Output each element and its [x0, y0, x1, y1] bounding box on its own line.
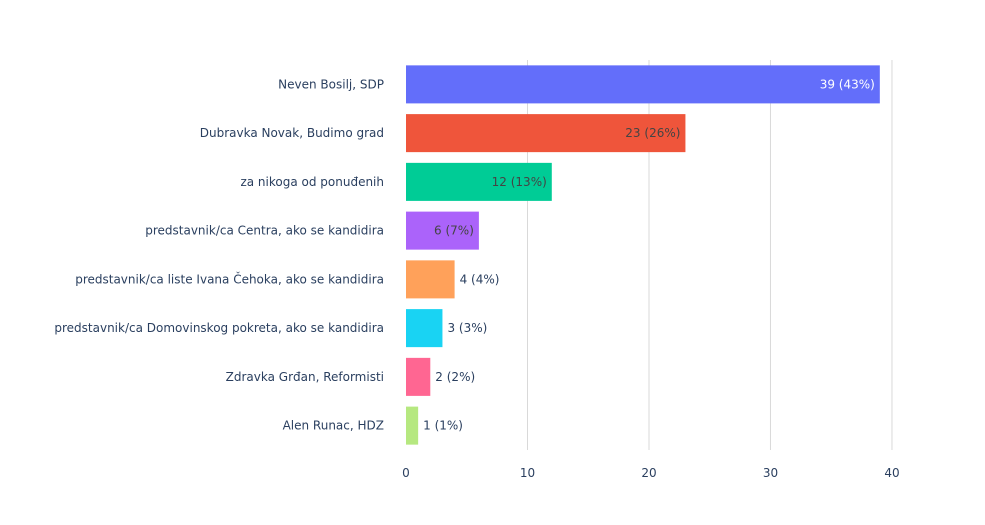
data-label: 12 (13%): [492, 175, 547, 189]
category-label: Zdravka Grđan, Reformisti: [226, 370, 384, 384]
data-label: 39 (43%): [820, 77, 875, 91]
data-label: 23 (26%): [625, 126, 680, 140]
data-label: 2 (2%): [435, 370, 475, 384]
category-label: Alen Runac, HDZ: [283, 419, 384, 433]
bar: [406, 309, 443, 348]
data-labels: 39 (43%) 23 (26%) 12 (13%) 6 (7%) 4 (4%) 3 (3…: [423, 77, 875, 432]
category-label: za nikoga od ponuđenih: [240, 175, 384, 189]
data-label: 3 (3%): [447, 321, 487, 335]
bar: [406, 162, 552, 201]
category-label: predstavnik/ca liste Ivana Čehoka, ako s…: [75, 271, 384, 286]
category-label: predstavnik/ca Domovinskog pokreta, ako …: [54, 321, 384, 335]
bar: [406, 357, 431, 396]
data-label: 6 (7%): [434, 224, 474, 238]
category-label: Dubravka Novak, Budimo grad: [200, 126, 384, 140]
category-label: Neven Bosilj, SDP: [278, 77, 384, 91]
bar: [406, 65, 880, 104]
x-tick-label: 40: [884, 466, 899, 480]
x-tick-label: 30: [763, 466, 778, 480]
x-tick-label: 10: [520, 466, 535, 480]
category-label: predstavnik/ca Centra, ako se kandidira: [145, 224, 384, 238]
x-axis-ticks: 0 10 20 30 40: [402, 466, 899, 480]
bars: [406, 65, 880, 445]
data-label: 1 (1%): [423, 419, 463, 433]
category-labels: Neven Bosilj, SDP Dubravka Novak, Budimo …: [54, 77, 384, 432]
x-tick-label: 0: [402, 466, 410, 480]
data-label: 4 (4%): [460, 272, 500, 286]
x-tick-label: 20: [641, 466, 656, 480]
bar: [406, 406, 419, 445]
bar: [406, 211, 479, 250]
bar: [406, 114, 686, 153]
bar: [406, 260, 455, 299]
